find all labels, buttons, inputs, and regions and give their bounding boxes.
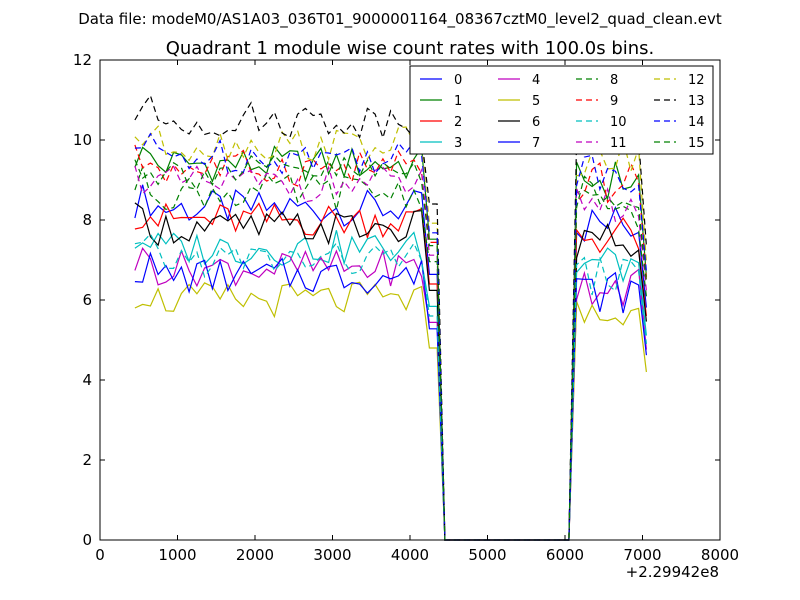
y-tick-label: 12 <box>73 51 92 69</box>
legend-label-6: 6 <box>532 115 540 130</box>
x-tick-label: 7000 <box>623 546 661 564</box>
x-tick-label: 3000 <box>313 546 351 564</box>
series-line-13 <box>134 94 647 541</box>
figure-suptitle: Data file: modeM0/AS1A03_036T01_90000011… <box>78 10 722 29</box>
legend-label-1: 1 <box>454 94 462 109</box>
legend-label-13: 13 <box>688 94 705 109</box>
x-tick-label: 0 <box>95 546 105 564</box>
series-line-14 <box>134 132 647 541</box>
legend-label-10: 10 <box>610 115 627 130</box>
axis-ticks: 0 1000 2000 3000 4000 5000 6000 7000 80000246810… <box>73 51 739 564</box>
legend-label-14: 14 <box>688 115 705 130</box>
x-tick-label: 5000 <box>468 546 506 564</box>
chart-title: Quadrant 1 module wise count rates with … <box>166 38 655 59</box>
legend-label-0: 0 <box>454 73 462 88</box>
y-tick-label: 6 <box>82 291 92 309</box>
legend-label-2: 2 <box>454 115 462 130</box>
legend-label-8: 8 <box>610 73 618 88</box>
y-tick-label: 8 <box>82 211 92 229</box>
x-tick-label: 2000 <box>236 546 274 564</box>
legend-label-7: 7 <box>532 136 540 151</box>
y-tick-label: 2 <box>82 451 92 469</box>
x-axis-offset-label: +2.29942e8 <box>626 563 719 581</box>
legend-label-12: 12 <box>688 73 705 88</box>
legend-label-5: 5 <box>532 94 540 109</box>
legend-label-4: 4 <box>532 73 540 88</box>
legend-label-11: 11 <box>610 136 627 151</box>
legend-box <box>409 65 714 155</box>
x-tick-label: 1000 <box>158 546 196 564</box>
y-tick-label: 4 <box>82 371 92 389</box>
series-line-8 <box>134 164 647 541</box>
series-line-12 <box>134 125 647 541</box>
x-tick-label: 8000 <box>701 546 739 564</box>
x-tick-label: 4000 <box>391 546 429 564</box>
y-tick-label: 0 <box>82 531 92 549</box>
legend-label-3: 3 <box>454 136 462 151</box>
legend-label-9: 9 <box>610 94 618 109</box>
x-tick-label: 6000 <box>546 546 584 564</box>
y-tick-label: 10 <box>73 131 92 149</box>
legend-label-15: 15 <box>688 136 705 151</box>
